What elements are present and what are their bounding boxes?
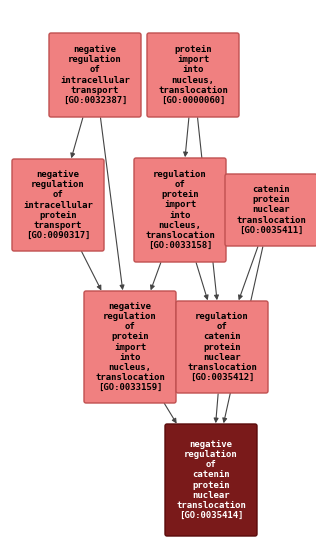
- FancyBboxPatch shape: [134, 158, 226, 262]
- Text: negative
regulation
of
catenin
protein
nuclear
translocation
[GO:0035414]: negative regulation of catenin protein n…: [176, 440, 246, 520]
- Text: negative
regulation
of
intracellular
transport
[GO:0032387]: negative regulation of intracellular tra…: [60, 46, 130, 105]
- Text: regulation
of
protein
import
into
nucleus,
translocation
[GO:0033158]: regulation of protein import into nucleu…: [145, 170, 215, 250]
- Text: protein
import
into
nucleus,
translocation
[GO:0000060]: protein import into nucleus, translocati…: [158, 46, 228, 105]
- Text: catenin
protein
nuclear
translocation
[GO:0035411]: catenin protein nuclear translocation [G…: [236, 185, 306, 235]
- Text: negative
regulation
of
protein
import
into
nucleus,
translocation
[GO:0033159]: negative regulation of protein import in…: [95, 302, 165, 391]
- FancyBboxPatch shape: [84, 291, 176, 403]
- Text: negative
regulation
of
intracellular
protein
transport
[GO:0090317]: negative regulation of intracellular pro…: [23, 170, 93, 240]
- FancyBboxPatch shape: [147, 33, 239, 117]
- FancyBboxPatch shape: [49, 33, 141, 117]
- FancyBboxPatch shape: [165, 424, 257, 536]
- Text: regulation
of
catenin
protein
nuclear
translocation
[GO:0035412]: regulation of catenin protein nuclear tr…: [187, 312, 257, 381]
- FancyBboxPatch shape: [12, 159, 104, 251]
- FancyBboxPatch shape: [225, 174, 316, 246]
- FancyBboxPatch shape: [176, 301, 268, 393]
